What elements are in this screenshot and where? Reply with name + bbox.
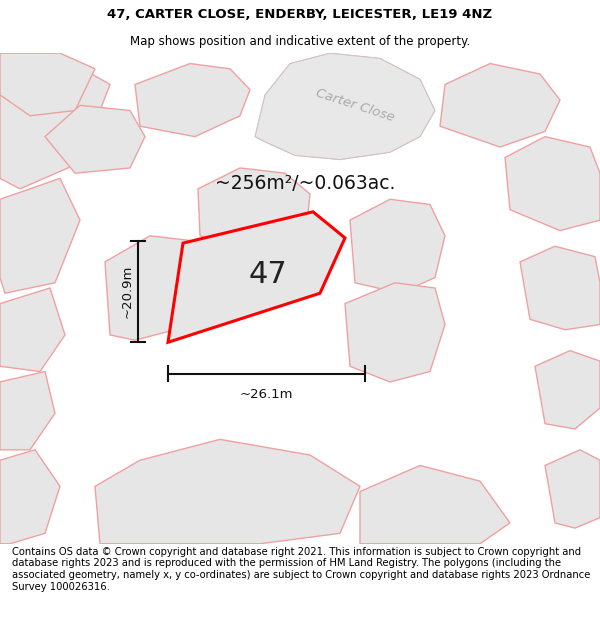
- Polygon shape: [360, 466, 510, 544]
- Text: Contains OS data © Crown copyright and database right 2021. This information is : Contains OS data © Crown copyright and d…: [12, 547, 590, 592]
- Polygon shape: [105, 236, 200, 340]
- Polygon shape: [350, 199, 445, 293]
- Polygon shape: [95, 439, 360, 544]
- Polygon shape: [545, 450, 600, 528]
- Polygon shape: [0, 450, 60, 544]
- Text: Map shows position and indicative extent of the property.: Map shows position and indicative extent…: [130, 35, 470, 48]
- Polygon shape: [0, 178, 80, 293]
- Polygon shape: [168, 212, 345, 342]
- Text: ~20.9m: ~20.9m: [121, 265, 134, 318]
- Polygon shape: [440, 64, 560, 147]
- Polygon shape: [0, 53, 110, 189]
- Polygon shape: [0, 288, 65, 371]
- Text: 47: 47: [248, 260, 287, 289]
- Polygon shape: [345, 282, 445, 382]
- Text: ~256m²/~0.063ac.: ~256m²/~0.063ac.: [215, 174, 395, 193]
- Text: Carter Close: Carter Close: [314, 86, 396, 124]
- Polygon shape: [255, 53, 435, 159]
- Polygon shape: [198, 168, 310, 257]
- Polygon shape: [135, 64, 250, 137]
- Text: 47, CARTER CLOSE, ENDERBY, LEICESTER, LE19 4NZ: 47, CARTER CLOSE, ENDERBY, LEICESTER, LE…: [107, 8, 493, 21]
- Polygon shape: [520, 246, 600, 330]
- Polygon shape: [0, 53, 95, 116]
- Polygon shape: [535, 351, 600, 429]
- Polygon shape: [505, 137, 600, 231]
- Text: ~26.1m: ~26.1m: [240, 388, 293, 401]
- Polygon shape: [0, 371, 55, 450]
- Polygon shape: [45, 106, 145, 173]
